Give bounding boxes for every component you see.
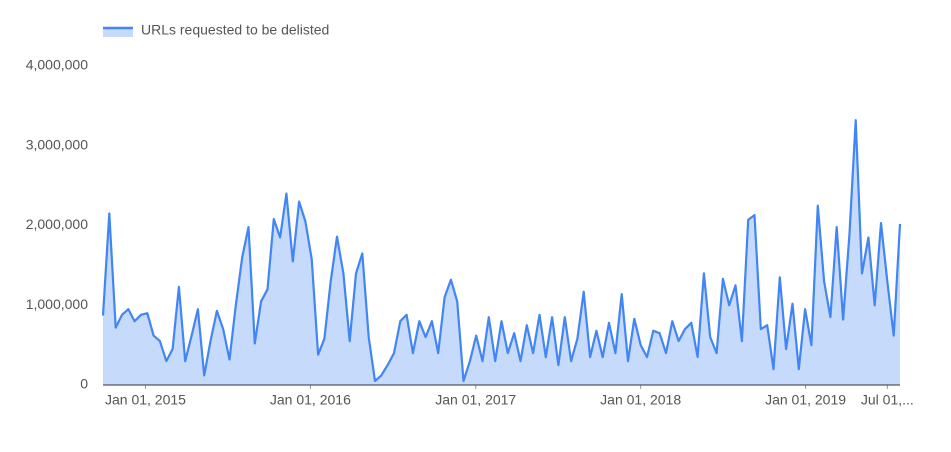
y-tick-label: 1,000,000 (26, 296, 88, 312)
y-tick-label: 3,000,000 (26, 136, 88, 152)
legend-swatch (103, 28, 133, 37)
x-tick-label: Jan 01, 2015 (105, 392, 186, 408)
y-tick-label: 4,000,000 (26, 57, 88, 73)
y-tick-label: 0 (80, 376, 88, 392)
legend-label: URLs requested to be delisted (141, 22, 329, 38)
x-tick-label: Jan 01, 2017 (435, 392, 516, 408)
x-tick-label: Jan 01, 2018 (600, 392, 681, 408)
x-tick-label: Jul 01,... (861, 392, 914, 408)
y-tick-label: 2,000,000 (26, 216, 88, 232)
x-tick-label: Jan 01, 2016 (270, 392, 351, 408)
x-tick-label: Jan 01, 2019 (765, 392, 846, 408)
line (101, 119, 902, 383)
area (103, 120, 900, 385)
